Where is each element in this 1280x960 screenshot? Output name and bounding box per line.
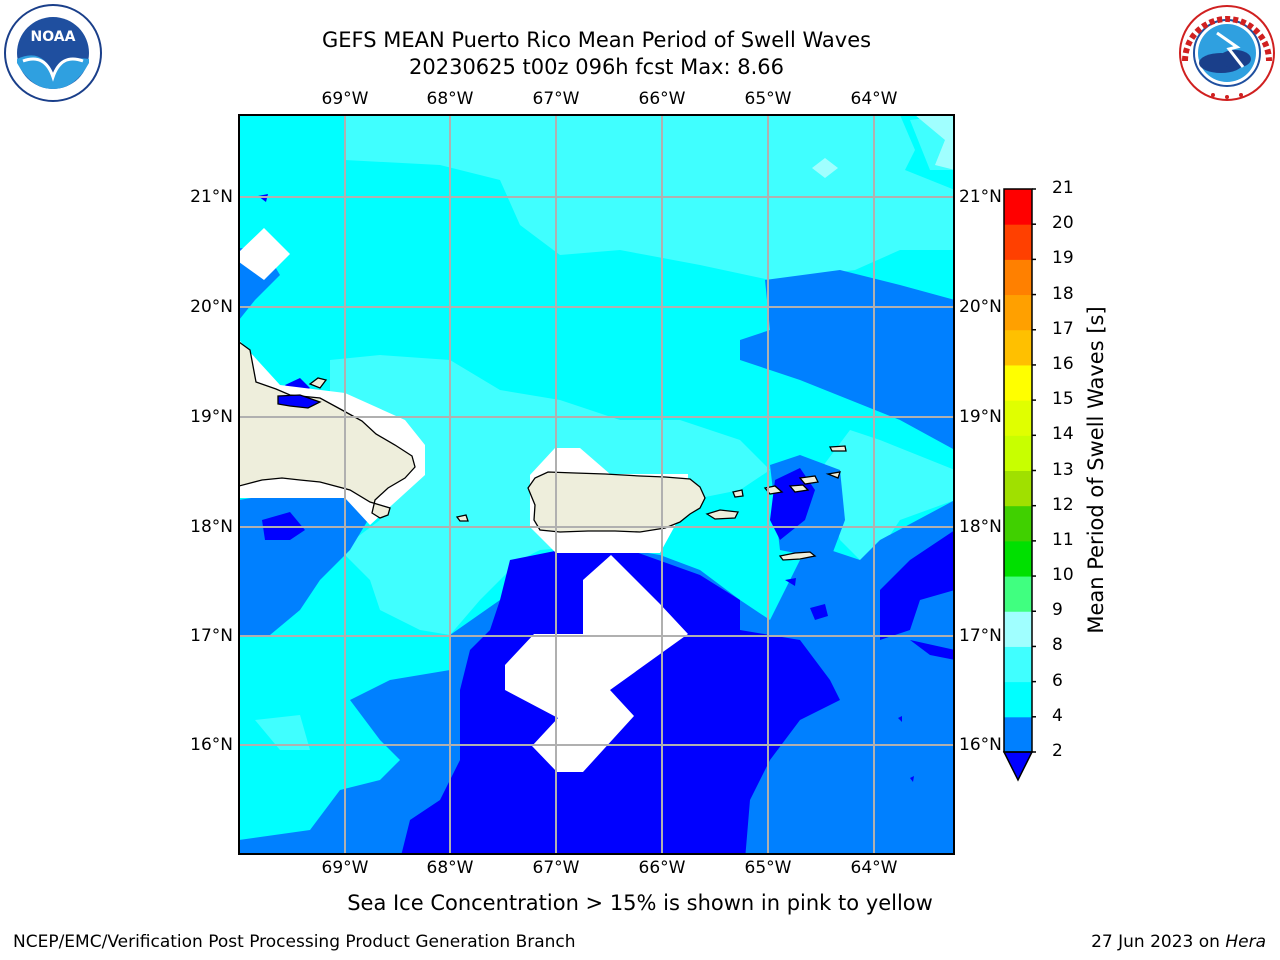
colorbar-tick-label: 11 xyxy=(1052,529,1074,550)
colorbar-tick-label: 17 xyxy=(1052,318,1074,339)
swell-band-8-9-patch xyxy=(812,158,838,178)
lon-label-top-69w: 69°W xyxy=(321,89,369,109)
tortuga-island xyxy=(308,377,328,389)
swell-band-8-9 xyxy=(915,115,954,170)
virgin-gorda-island xyxy=(825,471,841,479)
colorbar xyxy=(1000,186,1038,786)
colorbar-tick-label: 2 xyxy=(1052,741,1063,761)
lon-label-top-64w: 64°W xyxy=(850,89,898,109)
lat-label-right-18n: 18°N xyxy=(959,517,1002,537)
lat-label-right-19n: 19°N xyxy=(959,407,1002,427)
lon-label-top-68w: 68°W xyxy=(426,89,474,109)
lon-label-top-66w: 66°W xyxy=(638,89,686,109)
footer-host: Hera xyxy=(1225,932,1266,952)
colorbar-segment xyxy=(1004,611,1032,647)
colorbar-tick-label: 19 xyxy=(1052,248,1074,269)
lat-label-left-17n: 17°N xyxy=(190,626,233,646)
colorbar-segment xyxy=(1004,540,1032,577)
colorbar-segment xyxy=(1004,470,1032,507)
colorbar-tick-label: 6 xyxy=(1052,670,1063,691)
colorbar-segment xyxy=(1004,505,1032,542)
lat-label-left-16n: 16°N xyxy=(190,735,233,755)
colorbar-segment xyxy=(1004,189,1032,225)
colorbar-segment xyxy=(1004,716,1032,753)
colorbar-tick-label: 12 xyxy=(1052,494,1074,515)
colorbar-tick-label: 14 xyxy=(1052,424,1074,445)
colorbar-segment xyxy=(1004,364,1032,401)
lat-label-right-21n: 21°N xyxy=(959,187,1002,207)
colorbar-tick-label: 4 xyxy=(1052,705,1063,726)
colorbar-tick-label: 10 xyxy=(1052,565,1074,586)
hispaniola-bay xyxy=(277,394,322,409)
map-panel xyxy=(238,114,955,855)
lon-label-bottom-66w: 66°W xyxy=(638,858,686,878)
lat-label-left-21n: 21°N xyxy=(190,187,233,207)
footer-date-text: 27 Jun 2023 on xyxy=(1091,932,1226,952)
noaa-logo-text: NOAA xyxy=(31,29,76,45)
lon-label-top-65w: 65°W xyxy=(744,89,792,109)
mona-island xyxy=(455,514,469,522)
colorbar-segment xyxy=(1004,329,1032,366)
st-john-island xyxy=(788,484,810,493)
colorbar-tick-label: 18 xyxy=(1052,283,1074,304)
map-frame xyxy=(238,114,955,855)
colorbar-tick-label: 8 xyxy=(1052,635,1063,656)
lat-label-right-20n: 20°N xyxy=(959,297,1002,317)
puerto-rico-land xyxy=(527,471,706,533)
footer-date: 27 Jun 2023 on Hera xyxy=(1091,932,1266,952)
tortola-island xyxy=(798,475,819,485)
colorbar-tick-label: 15 xyxy=(1052,389,1074,410)
colorbar-segment xyxy=(1004,400,1032,436)
lon-label-bottom-67w: 67°W xyxy=(532,858,580,878)
lon-label-bottom-64w: 64°W xyxy=(850,858,898,878)
colorbar-tick-label: 9 xyxy=(1052,600,1063,621)
chart-subtitle: 20230625 t00z 096h fcst Max: 8.66 xyxy=(409,55,784,79)
culebra-island xyxy=(732,489,744,498)
colorbar-segment xyxy=(1004,576,1032,612)
colorbar-segment xyxy=(1004,681,1032,718)
lat-label-right-16n: 16°N xyxy=(959,735,1002,755)
lat-label-left-19n: 19°N xyxy=(190,407,233,427)
colorbar-tick-label: 20 xyxy=(1052,213,1074,234)
colorbar-segment xyxy=(1004,224,1032,260)
lon-label-bottom-69w: 69°W xyxy=(321,858,369,878)
nws-logo xyxy=(1177,3,1277,103)
land xyxy=(239,341,847,561)
lat-label-left-20n: 20°N xyxy=(190,297,233,317)
lon-label-bottom-68w: 68°W xyxy=(426,858,474,878)
colorbar-segment xyxy=(1004,646,1032,683)
lon-label-bottom-65w: 65°W xyxy=(744,858,792,878)
lon-label-top-67w: 67°W xyxy=(532,89,580,109)
colorbar-tick-label: 13 xyxy=(1052,459,1074,480)
anegada-island xyxy=(828,445,847,452)
sea-ice-note: Sea Ice Concentration > 15% is shown in … xyxy=(347,891,933,915)
footer-credit: NCEP/EMC/Verification Post Processing Pr… xyxy=(13,932,576,952)
graticule xyxy=(239,115,954,854)
noaa-logo: NOAA xyxy=(3,3,103,103)
colorbar-label: Mean Period of Swell Waves [s] xyxy=(1084,306,1108,634)
colorbar-tick-label: 21 xyxy=(1052,178,1074,198)
colorbar-segment xyxy=(1004,294,1032,331)
chart-title: GEFS MEAN Puerto Rico Mean Period of Swe… xyxy=(321,28,872,52)
lat-label-right-17n: 17°N xyxy=(959,626,1002,646)
colorbar-segment xyxy=(1004,435,1032,471)
st-croix-island xyxy=(778,551,817,561)
colorbar-segment xyxy=(1004,259,1032,296)
lat-label-left-18n: 18°N xyxy=(190,517,233,537)
colorbar-extend-arrow xyxy=(1002,751,1034,782)
colorbar-ticks: 2 4 6 8 9 10 11 12 13 14 15 16 17 18 19 20 21 xyxy=(1052,178,1092,770)
vieques-island xyxy=(705,509,739,520)
colorbar-tick-label: 16 xyxy=(1052,353,1074,374)
